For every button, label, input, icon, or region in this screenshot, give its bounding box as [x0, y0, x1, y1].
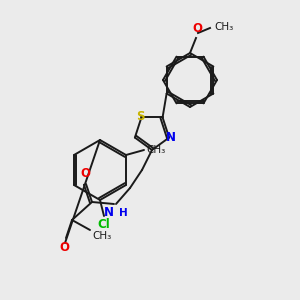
Text: CH₃: CH₃ [92, 231, 111, 241]
Text: O: O [59, 241, 69, 254]
Text: CH₃: CH₃ [146, 145, 165, 155]
Text: N: N [166, 131, 176, 144]
Text: O: O [192, 22, 202, 35]
Text: H: H [119, 208, 128, 218]
Text: N: N [104, 206, 114, 219]
Text: CH₃: CH₃ [214, 22, 233, 32]
Text: O: O [80, 167, 90, 180]
Text: S: S [136, 110, 145, 123]
Text: Cl: Cl [98, 218, 110, 231]
